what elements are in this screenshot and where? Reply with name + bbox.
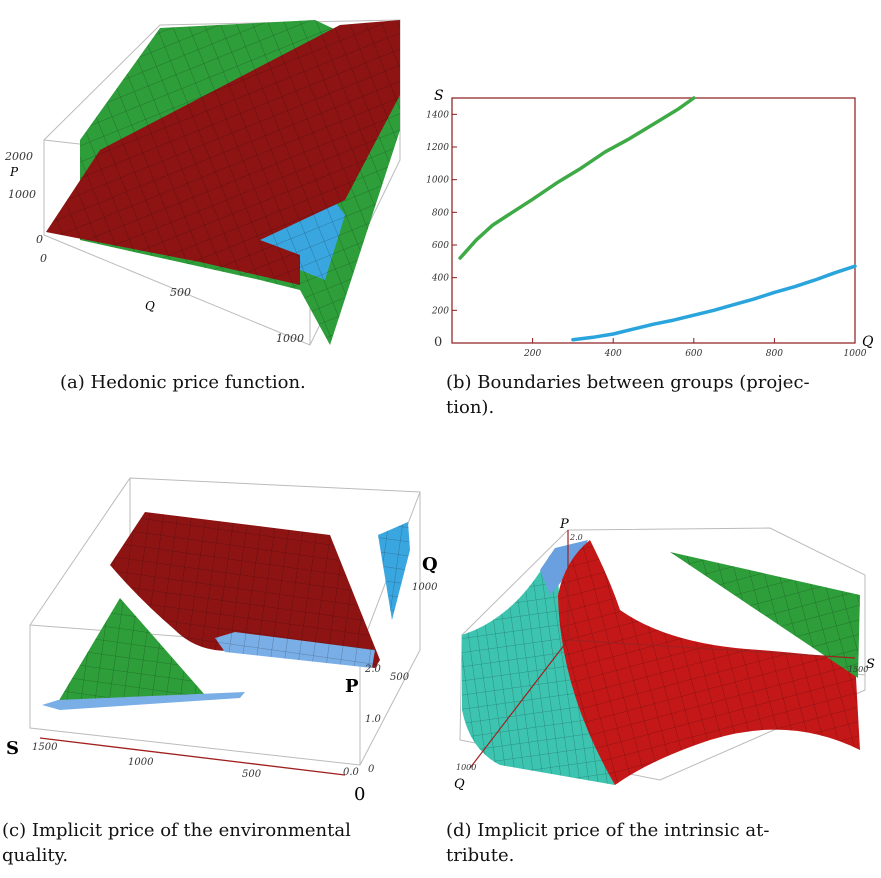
chart-b-xlabel: Q: [862, 334, 874, 350]
chart-d-axes: [469, 530, 856, 769]
chart-d: P 2.0 S 1500 Q 1000: [440, 500, 881, 800]
chart-d-q-tick: 1000: [456, 763, 476, 772]
chart-d-s-label: S: [866, 657, 875, 672]
chart-c-s-tick-500: 500: [242, 769, 262, 780]
chart-b-svg: 200 400 600 800 1000 1200 1400 200 400 600 800 100…: [426, 88, 874, 359]
chart-d-teal-surface: [462, 555, 615, 785]
chart-b-origin-label: 0: [434, 335, 442, 350]
caption-d-line1: (d) Implicit price of the intrinsic at-: [446, 820, 770, 841]
chart-c-q-tick-1000: 1000: [412, 582, 438, 593]
chart-b-ytick-label-5: 1200: [426, 143, 449, 153]
chart-c-origin-label: 0: [354, 784, 365, 805]
chart-c-green-surface: [42, 598, 245, 710]
chart-b-series-line-0: [458, 96, 696, 260]
chart-b-ytick-label-2: 600: [432, 241, 449, 251]
chart-a-q-tick-500: 500: [170, 286, 191, 299]
chart-c-q-tick-500: 500: [390, 672, 410, 683]
chart-d-p-label: P: [559, 517, 569, 532]
chart-c-p-tick-2: 2.0: [364, 664, 382, 675]
chart-b-xtick-label-2: 600: [685, 349, 702, 359]
chart-c-s-label: S: [6, 738, 19, 759]
caption-c-line2: quality.: [2, 845, 69, 866]
chart-a-p-tick-0: 0: [36, 233, 43, 246]
chart-b-ytick-label-4: 1000: [426, 176, 449, 186]
caption-a: (a) Hedonic price function.: [60, 372, 306, 393]
chart-a-p-tick-2000: 2000: [4, 150, 33, 163]
chart-b: 200 400 600 800 1000 1200 1400 200 400 600 800 100…: [426, 80, 881, 360]
chart-d-svg: P 2.0 S 1500 Q 1000: [454, 517, 875, 792]
chart-d-green-surface: [670, 552, 860, 678]
chart-b-ytick-label-0: 200: [431, 306, 449, 316]
chart-b-xtick-label-0: 200: [523, 349, 541, 359]
chart-b-ytick-label-6: 1400: [426, 110, 449, 120]
chart-a-p-label: P: [9, 165, 19, 179]
chart-c-q-tick-0: 0: [368, 764, 375, 775]
chart-b-xtick-label-1: 400: [604, 349, 622, 359]
chart-c: S 1500 1000 500 P 2.0 1.0 0.0 Q 1000 500…: [0, 470, 440, 810]
chart-d-s-tick: 1500: [848, 665, 868, 674]
chart-b-frame: [451, 97, 856, 344]
chart-c-p-label: P: [345, 676, 359, 697]
caption-c-line1: (c) Implicit price of the environmental: [2, 820, 351, 841]
chart-a: 2000 1000 0 P 0 500 1000 Q: [0, 0, 440, 355]
caption-b-line1: (b) Boundaries between groups (projec-: [446, 372, 810, 393]
chart-a-red-surface: [46, 20, 400, 285]
caption-d-line2: tribute.: [446, 845, 515, 866]
chart-b-xtick-label-4: 1000: [844, 349, 867, 359]
chart-c-s-tick-1500: 1500: [32, 742, 58, 753]
chart-c-s-tick-1000: 1000: [128, 757, 154, 768]
chart-c-p-tick-1: 1.0: [365, 714, 382, 725]
chart-c-p-tick-0: 0.0: [343, 767, 360, 778]
chart-d-blue-surface: [540, 540, 588, 595]
chart-d-p-tick: 2.0: [569, 533, 583, 542]
chart-b-ytick-label-1: 400: [431, 274, 449, 284]
chart-a-q-tick-0: 0: [40, 252, 47, 265]
chart-d-q-label: Q: [454, 777, 465, 792]
chart-c-strip-surface: [215, 632, 375, 668]
chart-c-q-label: Q: [422, 554, 438, 575]
chart-b-series-line-1: [571, 264, 857, 342]
chart-a-p-tick-1000: 1000: [8, 188, 36, 201]
chart-c-red-surface: [110, 512, 380, 668]
chart-c-s-axis: [39, 737, 346, 776]
chart-c-blue-surface: [378, 522, 410, 620]
chart-a-q-label: Q: [145, 299, 155, 313]
caption-b-line2: tion).: [446, 397, 495, 418]
chart-b-xtick-label-3: 800: [766, 349, 783, 359]
chart-c-svg: S 1500 1000 500 P 2.0 1.0 0.0 Q 1000 500…: [6, 477, 438, 805]
chart-d-red-surface: [558, 540, 860, 785]
chart-a-q-tick-1000: 1000: [276, 332, 304, 345]
chart-b-ylabel: S: [434, 88, 444, 104]
chart-b-ytick-label-3: 800: [432, 208, 449, 218]
chart-a-svg: 2000 1000 0 P 0 500 1000 Q: [4, 19, 401, 346]
